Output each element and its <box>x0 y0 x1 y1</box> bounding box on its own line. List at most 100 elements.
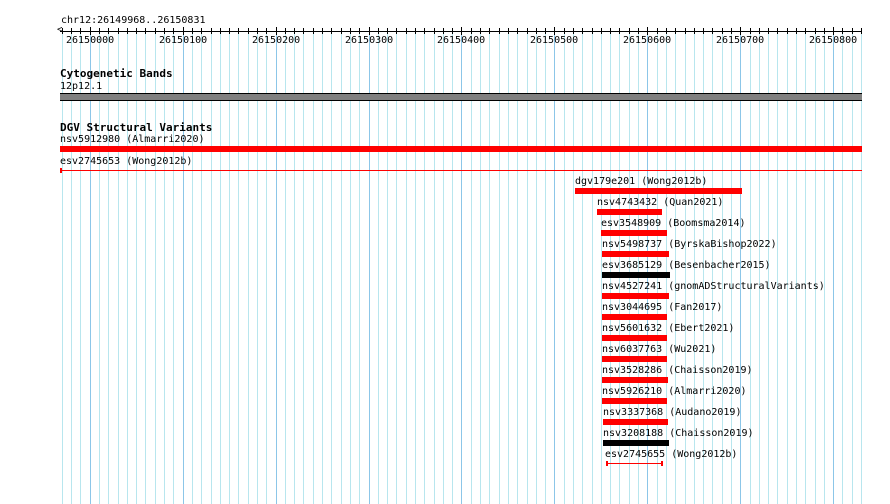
grid-line <box>824 28 825 504</box>
ruler-tick <box>238 28 239 34</box>
sv-feature-label: nsv4743432 (Quan2021) <box>597 197 724 208</box>
ruler-tick <box>861 28 862 34</box>
sv-feature-label: esv2745653 (Wong2012b) <box>60 156 193 167</box>
sv-feature-label: nsv5912980 (Almarri2020) <box>60 134 205 145</box>
sv-feature-bar[interactable] <box>606 463 662 464</box>
sv-feature-bar[interactable] <box>60 170 862 171</box>
ruler-tick <box>220 28 221 34</box>
ruler-tick <box>350 28 351 34</box>
grid-line <box>629 28 630 504</box>
ruler-tick <box>387 28 388 34</box>
ruler-tick <box>545 28 546 34</box>
sv-feature-bar[interactable] <box>602 335 667 341</box>
grid-line <box>415 28 416 504</box>
ruler-tick <box>127 28 128 34</box>
sv-feature-label: esv3548909 (Boomsma2014) <box>601 218 746 229</box>
ruler-tick <box>610 28 611 34</box>
sv-feature-bar[interactable] <box>602 398 667 404</box>
grid-line <box>145 28 146 504</box>
ruler-tick <box>582 28 583 34</box>
grid-line <box>573 28 574 504</box>
ruler-tick <box>341 28 342 34</box>
grid-line <box>294 28 295 504</box>
grid-line <box>90 28 91 504</box>
ruler-tick <box>173 28 174 34</box>
grid-line <box>619 28 620 504</box>
sv-feature-bar[interactable] <box>601 230 667 236</box>
ruler-tick-label: 26150400 <box>437 35 486 46</box>
grid-line <box>833 28 834 504</box>
sv-feature-cap <box>661 461 663 466</box>
grid-line <box>313 28 314 504</box>
sv-feature-label: dgv179e201 (Wong2012b) <box>575 176 708 187</box>
ruler-tick <box>796 28 797 34</box>
cytoband-track-title: Cytogenetic Bands <box>60 67 173 80</box>
ruler-tick <box>833 27 834 35</box>
sv-feature-bar[interactable] <box>602 356 667 362</box>
sv-feature-bar[interactable] <box>603 440 669 446</box>
ruler-tick <box>601 28 602 34</box>
ruler-tick <box>415 28 416 34</box>
ruler-tick <box>378 28 379 34</box>
sv-feature-bar[interactable] <box>60 146 862 152</box>
grid-line <box>452 28 453 504</box>
ruler-tick <box>842 28 843 34</box>
sv-feature-label: nsv3337368 (Audano2019) <box>603 407 742 418</box>
ruler-tick <box>527 28 528 34</box>
ruler-tick <box>155 28 156 34</box>
sv-feature-label: nsv3208188 (Chaisson2019) <box>603 428 754 439</box>
grid-line <box>183 28 184 504</box>
grid-line <box>285 28 286 504</box>
grid-line <box>740 28 741 504</box>
cytoband-bar[interactable] <box>60 93 862 101</box>
ruler-tick <box>536 28 537 34</box>
grid-line <box>638 28 639 504</box>
grid-line <box>712 28 713 504</box>
ruler-tick-label: 26150300 <box>345 35 394 46</box>
ruler-tick <box>685 28 686 34</box>
ruler-tick <box>750 28 751 34</box>
grid-line <box>787 28 788 504</box>
ruler-tick <box>554 27 555 35</box>
ruler-tick <box>731 28 732 34</box>
sv-feature-bar[interactable] <box>602 314 667 320</box>
grid-line <box>62 28 63 504</box>
sv-feature-bar[interactable] <box>575 188 742 194</box>
grid-line <box>601 28 602 504</box>
sv-feature-bar[interactable] <box>602 272 670 278</box>
ruler-location: chr12:26149968..26150831 <box>61 15 206 26</box>
grid-line <box>517 28 518 504</box>
sv-feature-label: esv2745655 (Wong2012b) <box>605 449 738 460</box>
ruler-tick <box>647 27 648 35</box>
ruler-tick <box>703 28 704 34</box>
ruler-tick <box>675 28 676 34</box>
ruler-tick <box>471 28 472 34</box>
ruler-tick <box>294 28 295 34</box>
ruler-tick <box>424 28 425 34</box>
ruler-tick <box>248 28 249 34</box>
grid-line <box>722 28 723 504</box>
grid-line <box>842 28 843 504</box>
sv-feature-label: nsv3528286 (Chaisson2019) <box>602 365 753 376</box>
sv-feature-label: nsv5601632 (Ebert2021) <box>602 323 735 334</box>
sv-feature-bar[interactable] <box>602 251 669 257</box>
grid-line <box>220 28 221 504</box>
sv-feature-bar[interactable] <box>602 377 668 383</box>
grid-line <box>768 28 769 504</box>
grid-line <box>173 28 174 504</box>
grid-line <box>164 28 165 504</box>
ruler-tick <box>396 28 397 34</box>
ruler-tick <box>722 28 723 34</box>
grid-line <box>303 28 304 504</box>
ruler-tick <box>787 28 788 34</box>
ruler-tick <box>564 28 565 34</box>
grid-line <box>489 28 490 504</box>
ruler-tick <box>657 28 658 34</box>
grid-line <box>359 28 360 504</box>
grid-line <box>647 28 648 504</box>
sv-feature-bar[interactable] <box>602 293 669 299</box>
ruler-tick <box>80 28 81 34</box>
sv-feature-bar[interactable] <box>603 419 668 425</box>
sv-feature-bar[interactable] <box>597 209 662 215</box>
